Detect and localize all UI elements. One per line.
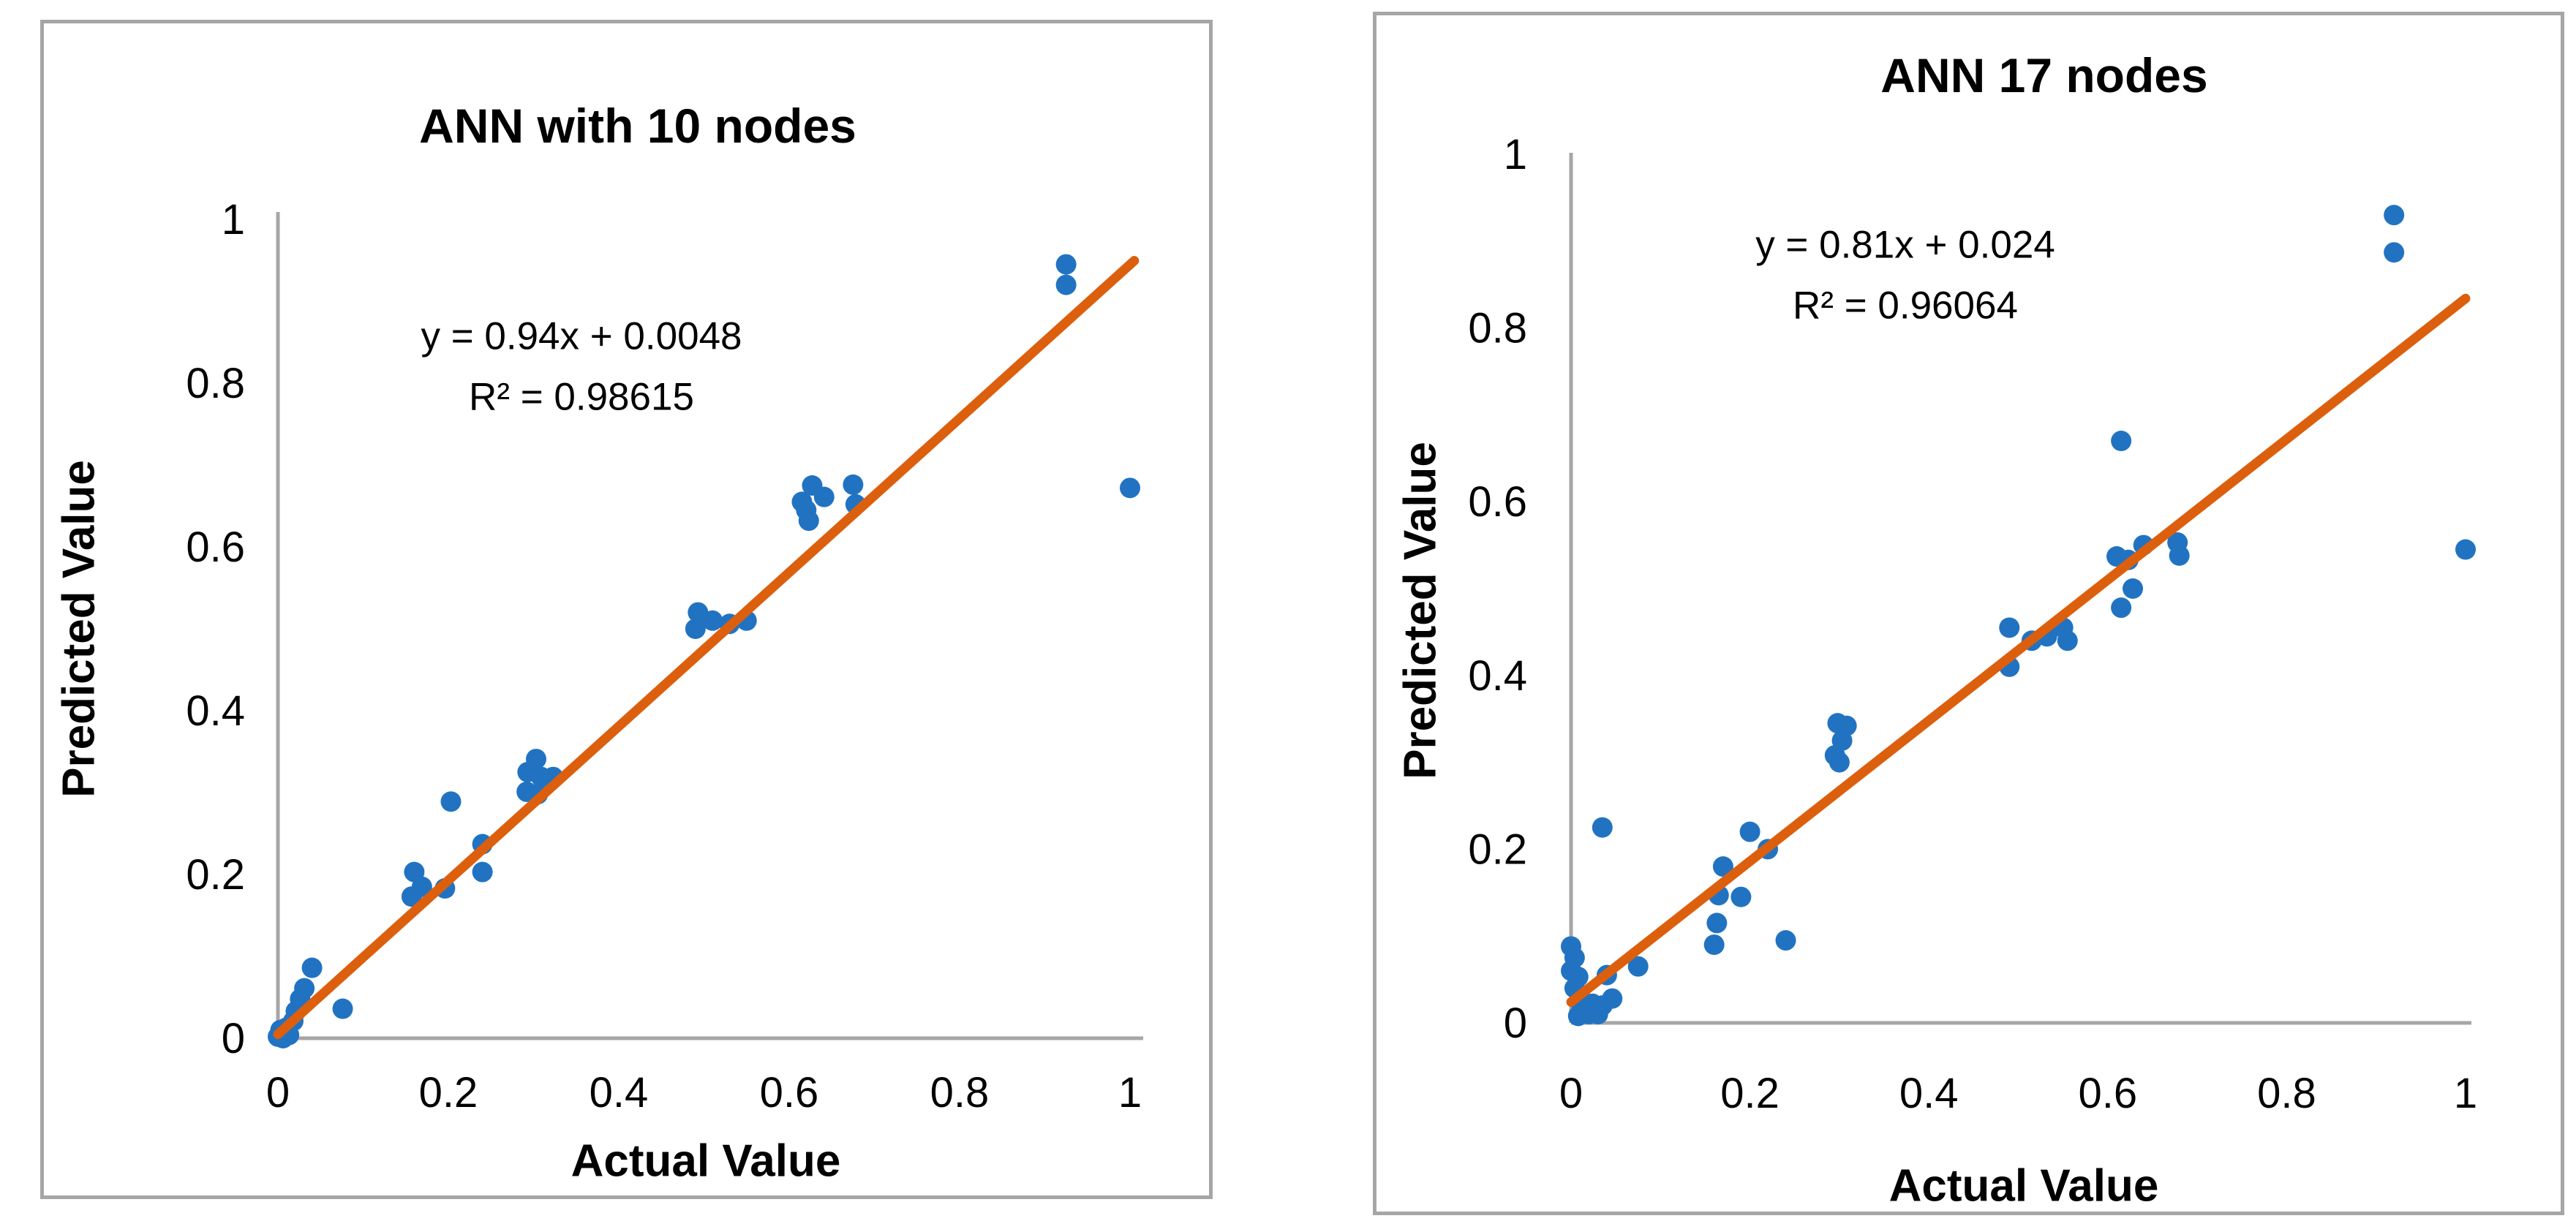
y-tick-label: 1 [222,196,245,243]
trendline-equation: y = 0.81x + 0.024 [1755,223,2055,267]
data-point [1775,930,1796,951]
r-squared-value: R² = 0.96064 [1793,284,2018,328]
y-tick-label: 0.8 [186,360,245,407]
data-point [843,474,864,495]
data-point [1055,254,1077,275]
x-tick-label: 1 [2454,1070,2477,1117]
trendline [1566,293,2471,1007]
data-point [1999,617,2020,638]
y-tick-label: 0 [222,1015,245,1062]
y-tick-label: 1 [1504,131,1527,178]
data-point [440,791,462,812]
chart-panel-ann-10-nodes: 0 0.2 0.4 0.6 0.8 1 0 0.2 0.4 0.6 0.8 1 ANN with 10… [40,20,1213,1199]
data-point [2123,578,2144,599]
data-point [685,619,706,639]
data-point [332,998,353,1019]
data-point [2057,630,2078,651]
data-point [1592,817,1613,838]
x-tick-label: 0.2 [1720,1070,1780,1117]
y-tick-label: 0.6 [186,524,245,571]
data-point [1055,274,1077,295]
chart-title: ANN with 10 nodes [419,99,856,153]
x-tick-label: 0.4 [590,1069,649,1116]
data-point [1739,821,1760,842]
x-tick-label: 0 [1559,1070,1583,1117]
x-tick-label: 0.2 [419,1069,478,1116]
data-point [301,957,323,978]
data-point [1829,752,1850,773]
data-point [1730,886,1752,907]
data-point [2455,539,2476,560]
x-tick-label: 0.4 [1899,1070,1959,1117]
data-point [2384,242,2405,263]
data-point [798,510,819,532]
y-tick-label: 0.2 [1468,825,1527,873]
data-point [2111,431,2132,452]
y-tick-label: 0.2 [186,851,245,899]
x-tick-label: 0.6 [760,1069,819,1116]
data-point [1120,477,1140,499]
data-point [1602,988,1623,1009]
y-tick-label: 0.8 [1468,305,1527,352]
chart-panel-ann-17-nodes: 0 0.2 0.4 0.6 0.8 1 0 0.2 0.4 0.6 0.8 1 ANN 17 node… [1373,12,2564,1215]
x-tick-label: 0.6 [2078,1070,2137,1117]
x-axis-title: Actual Value [1888,1160,2159,1212]
data-point [1703,934,1725,956]
y-axis-title: Predicted Value [53,460,105,798]
y-tick-label: 0 [1504,999,1527,1047]
data-point [2169,545,2190,566]
data-point [525,749,546,770]
data-point [702,610,723,631]
chart-title: ANN 17 nodes [1880,48,2208,102]
r-squared-value: R² = 0.98615 [469,375,694,419]
scatter-plot-ann-17-nodes: 0 0.2 0.4 0.6 0.8 1 0 0.2 0.4 0.6 0.8 1 [1468,131,2477,1117]
y-tick-label: 0.6 [1468,478,1527,526]
scatter-plot-ann-10-nodes: 0 0.2 0.4 0.6 0.8 1 0 0.2 0.4 0.6 0.8 1 [186,196,1143,1116]
x-axis-title: Actual Value [570,1135,841,1187]
data-point [1831,730,1853,751]
x-tick-label: 0 [266,1069,290,1116]
data-point [472,861,493,883]
data-point [294,978,315,999]
x-tick-label: 0.8 [930,1069,990,1116]
data-point [1627,956,1649,977]
x-tick-label: 0.8 [2257,1070,2316,1117]
data-point [411,876,432,897]
data-point [1706,912,1728,934]
data-point [1712,856,1733,877]
y-axis-title: Predicted Value [1395,442,1446,779]
x-tick-label: 1 [1118,1069,1142,1116]
y-tick-label: 0.4 [186,687,245,735]
data-point [2384,205,2405,226]
trendline-equation: y = 0.94x + 0.0048 [421,314,742,358]
y-tick-label: 0.4 [1468,652,1527,700]
data-point [2111,597,2132,619]
trendline [273,256,1140,1040]
data-point [813,486,835,507]
